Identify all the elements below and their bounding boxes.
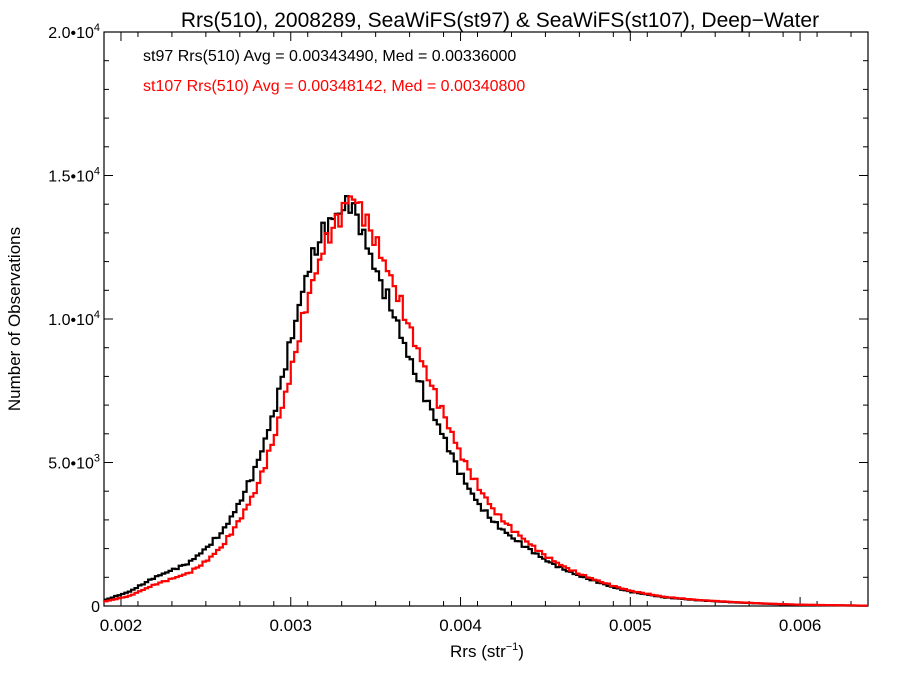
x-tick-label: 0.004 xyxy=(439,616,482,635)
y-tick-base: 0 xyxy=(91,599,100,616)
x-tick-label: 0.005 xyxy=(609,616,652,635)
annotation-st107: st107 Rrs(510) Avg = 0.00348142, Med = 0… xyxy=(143,78,525,95)
annotation-st97: st97 Rrs(510) Avg = 0.00343490, Med = 0.… xyxy=(143,48,516,65)
x-tick-label: 0.003 xyxy=(269,616,312,635)
series-st107-line xyxy=(104,195,868,607)
y-axis-label: Number of Observations xyxy=(5,227,24,411)
series-layer xyxy=(104,195,868,607)
y-tick-base: 1.0•10 xyxy=(48,312,94,329)
y-tick-label: 1.0•104 xyxy=(48,309,100,329)
y-tick-exponent: 4 xyxy=(94,166,100,178)
y-tick-exponent: 3 xyxy=(94,453,100,465)
y-tick-exponent: 4 xyxy=(94,22,100,34)
y-tick-base: 2.0•10 xyxy=(48,25,94,42)
x-tick-label: 0.006 xyxy=(779,616,822,635)
y-tick-label: 5.0•103 xyxy=(48,453,100,473)
x-axis-label: Rrs (str−1) xyxy=(450,641,524,661)
y-tick-exponent: 4 xyxy=(94,309,100,321)
x-tick-label: 0.002 xyxy=(100,616,143,635)
series-st97-line xyxy=(104,195,868,607)
y-tick-base: 1.5•10 xyxy=(48,169,94,186)
plot-frame xyxy=(103,31,869,607)
y-tick-base: 5.0•10 xyxy=(48,456,94,473)
chart-title: Rrs(510), 2008289, SeaWiFS(st97) & SeaWi… xyxy=(181,9,819,32)
y-tick-label: 0 xyxy=(91,599,100,616)
y-tick-label: 1.5•104 xyxy=(48,166,100,186)
y-tick-label: 2.0•104 xyxy=(48,22,100,42)
x-axis: 0.002 0.003 0.004 0.005 0.006 xyxy=(100,32,852,635)
